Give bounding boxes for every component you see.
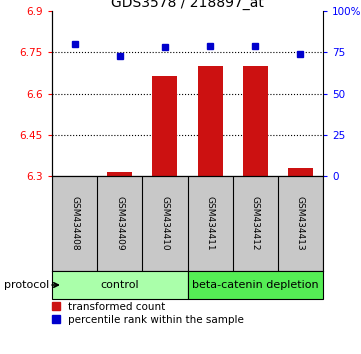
Bar	[198, 66, 222, 176]
Text: GSM434413: GSM434413	[296, 196, 305, 251]
Legend: transformed count, percentile rank within the sample: transformed count, percentile rank withi…	[52, 302, 244, 325]
Bar	[152, 76, 177, 176]
Text: beta-catenin depletion: beta-catenin depletion	[192, 280, 318, 290]
Text: control: control	[100, 280, 139, 290]
Text: GSM434409: GSM434409	[115, 196, 124, 251]
Bar	[187, 271, 323, 299]
Bar	[243, 66, 268, 176]
Bar	[52, 271, 187, 299]
Title: GDS3578 / 218897_at: GDS3578 / 218897_at	[111, 0, 264, 10]
Bar	[107, 172, 132, 176]
Bar	[288, 168, 313, 176]
Text: GSM434412: GSM434412	[251, 196, 260, 251]
Text: protocol: protocol	[4, 280, 49, 290]
Text: GSM434410: GSM434410	[160, 196, 169, 251]
Text: GSM434411: GSM434411	[205, 196, 214, 251]
Text: GSM434408: GSM434408	[70, 196, 79, 251]
